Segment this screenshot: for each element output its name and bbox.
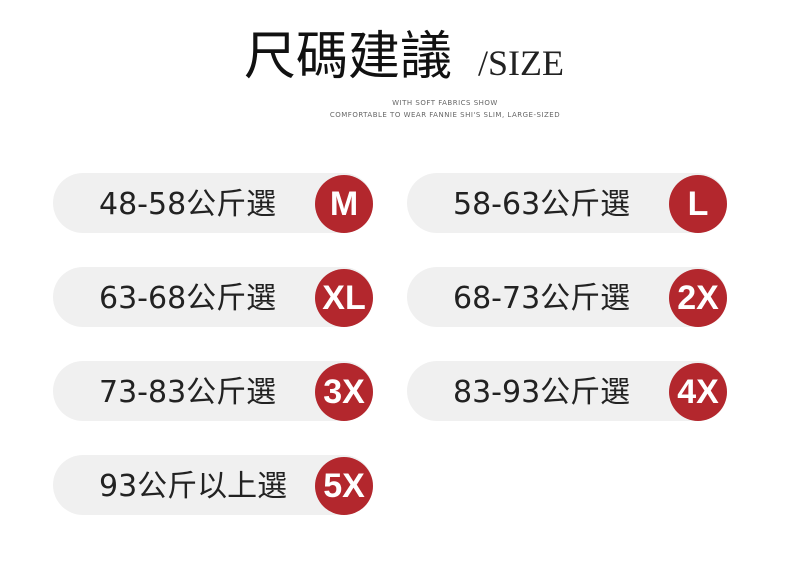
size-row: 63-68公斤選 XL: [53, 267, 373, 327]
size-badge: 5X: [315, 457, 373, 515]
title: 尺碼建議: [244, 27, 453, 87]
size-badge: L: [669, 175, 727, 233]
weight-range: 68-73公斤選: [453, 281, 631, 316]
size-row: 83-93公斤選 4X: [407, 361, 727, 421]
size-row: 68-73公斤選 2X: [407, 267, 727, 327]
weight-range: 83-93公斤選: [453, 375, 631, 410]
weight-range: 63-68公斤選: [99, 281, 277, 316]
size-row: 48-58公斤選 M: [53, 173, 373, 233]
subtitle: COMFORTABLE TO WEAR FANNIE SHI'S SLIM, L…: [329, 111, 561, 119]
size-badge: XL: [315, 269, 373, 327]
size-badge: M: [315, 175, 373, 233]
size-badge: 2X: [669, 269, 727, 327]
weight-range: 93公斤以上選: [99, 469, 288, 504]
weight-range: 73-83公斤選: [99, 375, 277, 410]
title-en: /SIZE: [478, 43, 564, 83]
size-badge: 4X: [669, 363, 727, 421]
size-row: 58-63公斤選 L: [407, 173, 727, 233]
weight-range: 58-63公斤選: [453, 187, 631, 222]
size-row: 73-83公斤選 3X: [53, 361, 373, 421]
size-badge: 3X: [315, 363, 373, 421]
weight-range: 48-58公斤選: [99, 187, 277, 222]
size-row: 93公斤以上選 5X: [53, 455, 373, 515]
subtitle: WITH SOFT FABRICS SHOW: [392, 99, 498, 107]
